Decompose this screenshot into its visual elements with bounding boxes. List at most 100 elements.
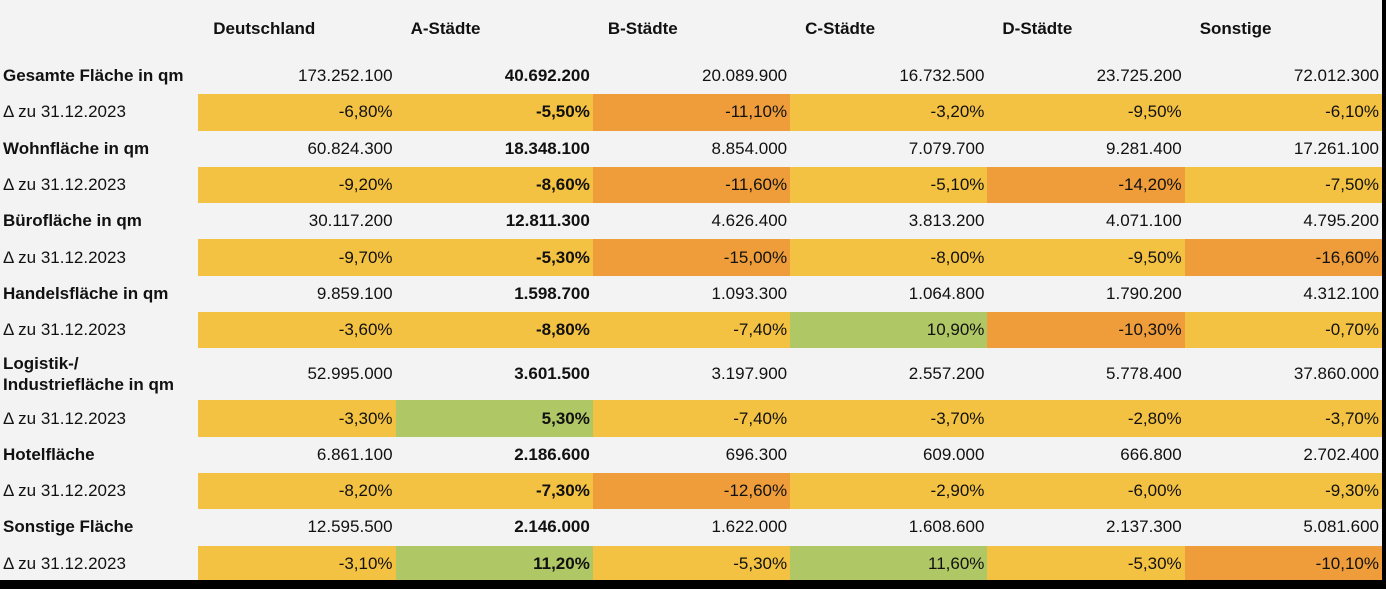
value-row: Bürofläche in qm 30.117.200 12.811.300 4.62… (0, 203, 1382, 239)
delta-cell: -3,10% (198, 545, 396, 580)
delta-cell: -3,70% (790, 400, 988, 437)
value-cell: 173.252.100 (298, 66, 393, 86)
header-deutschland: Deutschland (213, 19, 316, 38)
delta-cell: -7,30% (395, 472, 593, 510)
value-cell: 8.854.000 (711, 138, 788, 158)
value-cell: 2.557.200 (908, 364, 985, 384)
row-label: Handelsfläche in qm (3, 283, 169, 303)
delta-cell: -9,70% (198, 239, 396, 276)
header-a-staedte: A-Städte (410, 19, 481, 38)
delta-cell: -8,80% (395, 312, 593, 349)
delta-cell: -9,20% (198, 166, 396, 204)
header-sonstige: Sonstige (1199, 19, 1272, 38)
delta-cell: -6,00% (987, 472, 1185, 510)
row-label: Δ zu 31.12.2023 (3, 481, 126, 501)
value-cell: 18.348.100 (504, 138, 590, 158)
value-cell: 40.692.200 (504, 66, 590, 86)
value-cell: 1.608.600 (908, 517, 985, 537)
value-row: Hotelfläche 6.861.100 2.186.600 696.300 609.… (0, 437, 1382, 473)
row-label: Δ zu 31.12.2023 (3, 175, 126, 195)
row-label: Sonstige Fläche (3, 517, 134, 537)
delta-cell: 5,30% (395, 400, 593, 437)
value-cell: 1.064.800 (908, 283, 985, 303)
value-cell: 20.089.900 (702, 66, 788, 86)
value-cell: 696.300 (725, 444, 788, 464)
value-cell: 9.281.400 (1106, 138, 1182, 158)
delta-cell: -7,40% (592, 312, 791, 349)
delta-cell: 11,20% (395, 545, 593, 580)
value-cell: 2.702.400 (1303, 444, 1379, 464)
row-label: Hotelfläche (3, 444, 95, 464)
value-row: Sonstige Fläche 12.595.500 2.146.000 1.622.… (0, 509, 1382, 545)
value-cell: 3.197.900 (711, 364, 788, 384)
delta-cell: -5,10% (790, 166, 988, 204)
delta-cell: -7,50% (1184, 166, 1382, 204)
delta-cell: -0,70% (1184, 312, 1382, 349)
delta-row: Δ zu 31.12.2023 -3,30% 5,30% -7,40% -3,70% -2… (0, 400, 1382, 437)
value-cell: 1.622.000 (711, 517, 788, 537)
delta-cell: -9,50% (987, 239, 1185, 276)
value-cell: 1.790.200 (1106, 283, 1182, 303)
value-cell: 7.079.700 (908, 138, 985, 158)
value-cell: 5.081.600 (1303, 517, 1379, 537)
delta-cell: -3,60% (198, 312, 396, 349)
delta-cell: -10,30% (987, 312, 1185, 349)
value-row: Logistik-/ Industriefläche in qm 52.995.0… (0, 348, 1382, 400)
value-cell: 60.824.300 (307, 138, 393, 158)
value-cell: 30.117.200 (308, 211, 393, 231)
delta-cell: 11,60% (790, 545, 988, 580)
delta-cell: -5,30% (395, 239, 593, 276)
value-cell: 1.598.700 (514, 283, 590, 303)
delta-row: Δ zu 31.12.2023 -3,60% -8,80% -7,40% 10,90% -… (0, 312, 1382, 349)
delta-cell: -11,60% (592, 166, 791, 204)
value-cell: 12.811.300 (505, 211, 590, 231)
delta-cell: -5,50% (395, 94, 593, 131)
row-label: Wohnfläche in qm (3, 138, 150, 158)
delta-cell: -14,20% (987, 166, 1185, 204)
row-label: Logistik-/ Industriefläche in qm (3, 354, 174, 395)
delta-cell: -8,00% (790, 239, 988, 276)
delta-cell: -3,30% (198, 400, 396, 437)
header-c-staedte: C-Städte (805, 19, 876, 38)
value-cell: 6.861.100 (316, 444, 393, 464)
delta-row: Δ zu 31.12.2023 -3,10% 11,20% -5,30% 11,60% -… (0, 545, 1382, 580)
delta-cell: -9,30% (1184, 472, 1382, 510)
delta-row: Δ zu 31.12.2023 -9,70% -5,30% -15,00% -8,00%… (0, 239, 1382, 276)
delta-cell: -6,10% (1184, 94, 1382, 131)
delta-cell: -5,30% (592, 545, 791, 580)
delta-cell: -10,10% (1184, 545, 1382, 580)
value-cell: 4.071.100 (1106, 211, 1182, 231)
value-cell: 9.859.100 (316, 283, 393, 303)
value-cell: 666.800 (1120, 444, 1182, 464)
row-label: Δ zu 31.12.2023 (3, 320, 126, 340)
delta-row: Δ zu 31.12.2023 -8,20% -7,30% -12,60% -2,90%… (0, 472, 1382, 510)
delta-cell: -5,30% (987, 545, 1185, 580)
delta-cell: -2,90% (790, 472, 988, 510)
delta-cell: -3,20% (790, 94, 988, 131)
delta-cell: -7,40% (592, 400, 791, 437)
row-label: Gesamte Fläche in qm (3, 66, 184, 86)
delta-cell: 10,90% (790, 312, 988, 349)
row-label: Δ zu 31.12.2023 (3, 408, 126, 428)
delta-cell: -6,80% (198, 94, 396, 131)
value-cell: 4.626.400 (711, 211, 788, 231)
delta-cell: -2,80% (987, 400, 1185, 437)
value-row: Handelsfläche in qm 9.859.100 1.598.700 1.0… (0, 276, 1382, 312)
value-cell: 4.795.200 (1303, 211, 1379, 231)
header-b-staedte: B-Städte (607, 19, 678, 38)
value-cell: 609.000 (922, 444, 985, 464)
delta-cell: -8,20% (198, 472, 396, 510)
row-label: Bürofläche in qm (3, 211, 142, 231)
value-cell: 23.725.200 (1096, 66, 1182, 86)
value-cell: 4.312.100 (1303, 283, 1379, 303)
delta-cell: -3,70% (1184, 400, 1382, 437)
delta-cell: -16,60% (1184, 239, 1382, 276)
delta-cell: -8,60% (395, 166, 593, 204)
row-label: Δ zu 31.12.2023 (3, 247, 126, 267)
row-label: Δ zu 31.12.2023 (3, 553, 126, 573)
header-corner (0, 0, 198, 58)
value-row: Gesamte Fläche in qm 173.252.100 40.692.20… (0, 58, 1382, 94)
value-cell: 3.813.200 (908, 211, 985, 231)
